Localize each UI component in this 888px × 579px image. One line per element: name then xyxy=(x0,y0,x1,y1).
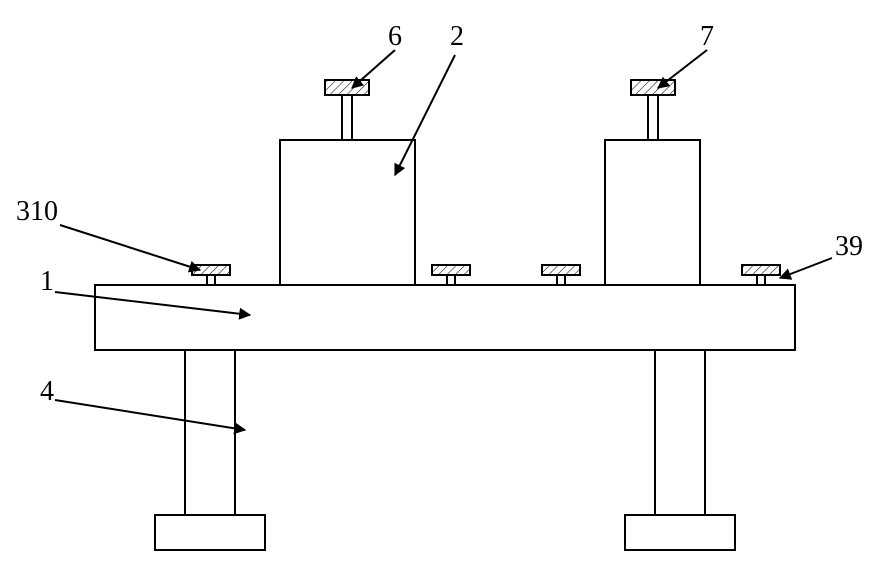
block-0 xyxy=(280,140,415,285)
leg-1 xyxy=(655,350,705,515)
label-2: 2 xyxy=(450,21,464,52)
label-7: 7 xyxy=(700,21,714,52)
label-6: 6 xyxy=(388,21,402,52)
top-screw-stem-1 xyxy=(648,95,658,140)
label-4: 4 xyxy=(40,376,54,407)
leader-39 xyxy=(780,258,832,278)
top-screw-stem-0 xyxy=(342,95,352,140)
beam xyxy=(95,285,795,350)
label-310: 310 xyxy=(16,196,58,227)
small-screw-head-3 xyxy=(742,265,780,275)
small-screw-stem-1 xyxy=(447,275,455,285)
small-screw-stem-2 xyxy=(557,275,565,285)
leader-2 xyxy=(395,55,455,175)
label-1: 1 xyxy=(40,266,54,297)
top-screw-head-0 xyxy=(325,80,369,95)
foot-1 xyxy=(625,515,735,550)
leader-6 xyxy=(352,50,395,88)
small-screw-head-2 xyxy=(542,265,580,275)
leg-0 xyxy=(185,350,235,515)
small-screw-stem-3 xyxy=(757,275,765,285)
top-screw-head-1 xyxy=(631,80,675,95)
leader-310 xyxy=(60,225,200,270)
small-screw-stem-0 xyxy=(207,275,215,285)
small-screw-head-1 xyxy=(432,265,470,275)
block-1 xyxy=(605,140,700,285)
label-39: 39 xyxy=(835,231,863,262)
foot-0 xyxy=(155,515,265,550)
leader-7 xyxy=(658,50,707,88)
